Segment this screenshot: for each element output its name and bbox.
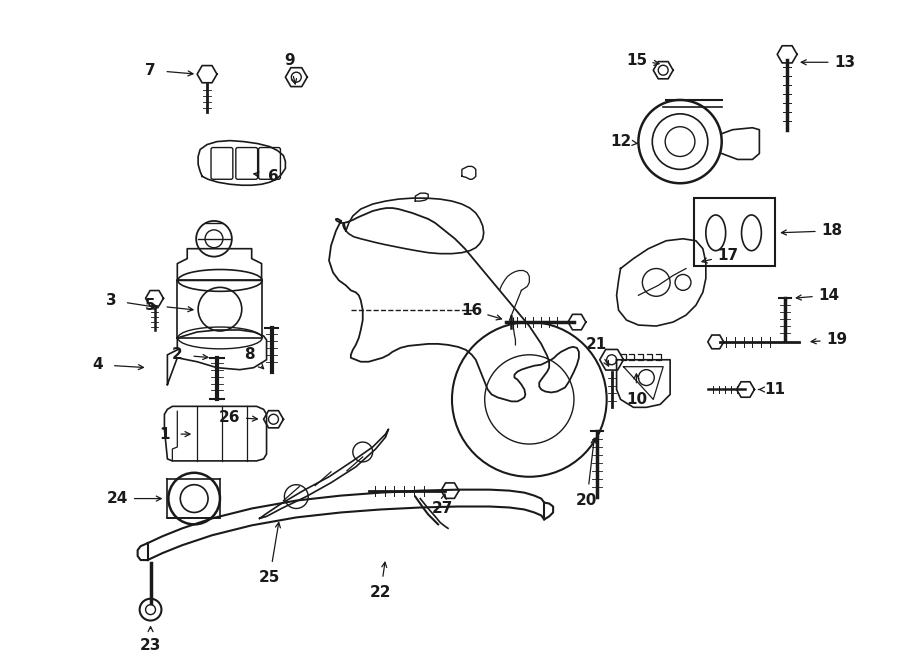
Text: 14: 14 bbox=[818, 288, 840, 303]
Text: 3: 3 bbox=[105, 293, 116, 308]
Text: 20: 20 bbox=[576, 493, 598, 508]
Text: 11: 11 bbox=[765, 382, 786, 397]
Text: 2: 2 bbox=[172, 347, 183, 362]
Text: 10: 10 bbox=[626, 392, 647, 407]
Text: 6: 6 bbox=[268, 169, 279, 184]
Text: 4: 4 bbox=[93, 357, 104, 372]
Text: 27: 27 bbox=[431, 501, 453, 516]
Bar bbox=[694, 198, 775, 266]
Text: 24: 24 bbox=[107, 491, 129, 506]
Text: 23: 23 bbox=[140, 638, 161, 653]
Text: 19: 19 bbox=[826, 332, 847, 348]
Text: 8: 8 bbox=[245, 347, 255, 362]
Text: 7: 7 bbox=[145, 63, 156, 78]
Text: 12: 12 bbox=[610, 134, 631, 149]
Text: 9: 9 bbox=[284, 53, 294, 68]
Text: 17: 17 bbox=[717, 248, 738, 263]
Text: 13: 13 bbox=[834, 55, 855, 70]
Text: 18: 18 bbox=[821, 223, 842, 239]
Text: 21: 21 bbox=[586, 337, 608, 352]
Text: 15: 15 bbox=[626, 53, 647, 68]
Text: 16: 16 bbox=[461, 303, 482, 318]
Text: 26: 26 bbox=[219, 410, 240, 425]
Text: 22: 22 bbox=[370, 585, 392, 600]
Text: 1: 1 bbox=[159, 426, 170, 442]
Text: 5: 5 bbox=[145, 297, 156, 313]
Text: 25: 25 bbox=[259, 570, 280, 586]
